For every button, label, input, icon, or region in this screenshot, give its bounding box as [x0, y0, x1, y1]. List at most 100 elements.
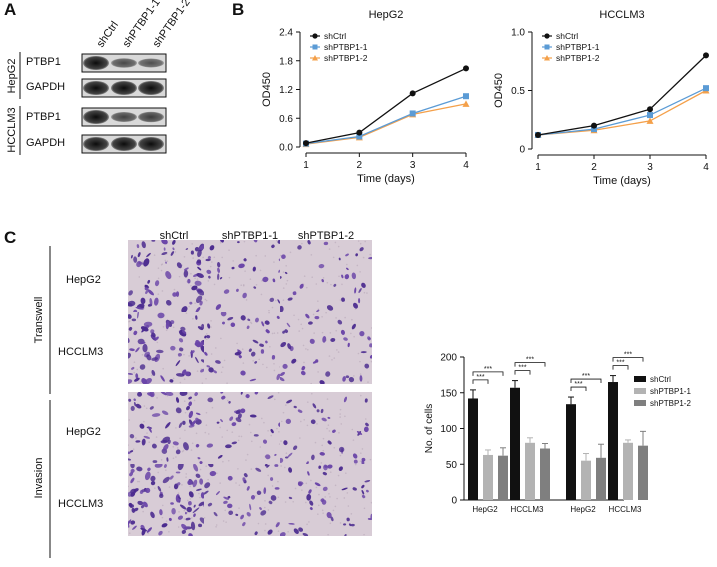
pore-dot [370, 327, 372, 329]
pore-dot [181, 484, 183, 486]
pore-dot [328, 248, 331, 250]
stained-cell [129, 434, 135, 439]
stained-cell [195, 412, 201, 416]
pore-dot [332, 509, 335, 512]
data-point [591, 126, 597, 133]
y-tick-label: 100 [440, 424, 457, 435]
stained-cell [355, 253, 359, 257]
pore-dot [273, 398, 276, 401]
blot-band [83, 137, 109, 151]
stained-cell [151, 332, 156, 338]
stained-cell [184, 511, 187, 515]
pore-dot [250, 468, 253, 470]
pore-dot [249, 431, 252, 434]
pore-dot [175, 456, 177, 458]
pore-dot [207, 280, 210, 282]
pore-dot [157, 267, 160, 269]
pore-dot [298, 330, 301, 332]
micrograph-background [280, 464, 372, 536]
pore-dot [151, 374, 153, 377]
stained-cell [176, 482, 181, 486]
micrograph-image [280, 464, 372, 536]
column-header: shPTBP1-1 [221, 230, 279, 242]
pore-dot [189, 498, 192, 500]
stained-cell [217, 273, 220, 281]
stained-cell [181, 523, 188, 531]
pore-dot [282, 411, 285, 414]
stained-cell [204, 351, 208, 356]
pore-dot [260, 293, 263, 296]
pore-dot [367, 381, 369, 383]
stained-cell [162, 436, 171, 443]
stained-cell [309, 507, 313, 511]
pore-dot [334, 505, 337, 508]
data-point [703, 52, 709, 59]
pore-dot [280, 420, 283, 423]
pore-dot [306, 523, 308, 526]
stained-cell [185, 371, 190, 377]
stained-cell [222, 321, 225, 325]
stained-cell [321, 499, 327, 505]
series-line [537, 54, 707, 136]
blot-row-label: PTBP1 [26, 56, 61, 68]
stained-cell [305, 313, 310, 319]
pore-dot [320, 462, 323, 464]
pore-dot [161, 290, 164, 292]
stained-cell [316, 409, 320, 413]
pore-dot [317, 513, 319, 515]
stained-cell [170, 345, 176, 351]
legend-label: shPTBP1-1 [324, 42, 368, 52]
y-tick-label: 0 [451, 496, 457, 507]
data-point [646, 117, 654, 124]
pore-dot [241, 348, 244, 351]
pore-dot [259, 269, 262, 272]
pore-dot [330, 283, 332, 286]
lane-label: shCtrl [95, 19, 121, 49]
pore-dot [227, 459, 230, 462]
stained-cell [163, 247, 166, 251]
stained-cell [271, 355, 276, 360]
bar [483, 454, 493, 500]
stained-cell [326, 305, 334, 311]
pore-dot [226, 382, 228, 384]
stained-cell [128, 458, 132, 461]
pore-dot [221, 366, 224, 368]
stained-cell [204, 490, 209, 495]
pore-dot [361, 448, 364, 450]
pore-dot [178, 511, 180, 513]
stained-cell [129, 471, 133, 477]
stained-cell [253, 240, 258, 243]
stained-cell [231, 441, 238, 445]
pore-dot [354, 308, 357, 310]
pore-dot [246, 453, 249, 456]
stained-cell [343, 337, 348, 341]
stained-cell [196, 259, 202, 264]
stained-cell [154, 464, 163, 468]
stained-cell [309, 338, 315, 344]
pore-dot [204, 298, 207, 301]
stained-cell [308, 489, 312, 494]
stained-cell [191, 285, 198, 291]
stained-cell [287, 452, 293, 458]
pore-dot [205, 299, 208, 302]
pore-dot [177, 492, 180, 495]
stained-cell [246, 511, 251, 517]
stained-cell [359, 330, 365, 337]
stained-cell [321, 417, 327, 422]
stained-cell [311, 454, 315, 461]
stained-cell [249, 503, 252, 511]
pore-dot [226, 429, 229, 432]
pore-dot [318, 493, 320, 496]
pore-dot [315, 486, 318, 489]
data-point [409, 110, 416, 117]
stained-cell [361, 282, 366, 288]
pore-dot [264, 529, 266, 532]
stained-cell [361, 489, 365, 495]
pore-dot [328, 492, 330, 495]
pore-dot [249, 321, 252, 324]
pore-dot [190, 449, 193, 451]
pore-dot [191, 517, 193, 519]
stained-cell [129, 348, 135, 352]
pore-dot [273, 369, 276, 372]
pore-dot [175, 427, 177, 429]
